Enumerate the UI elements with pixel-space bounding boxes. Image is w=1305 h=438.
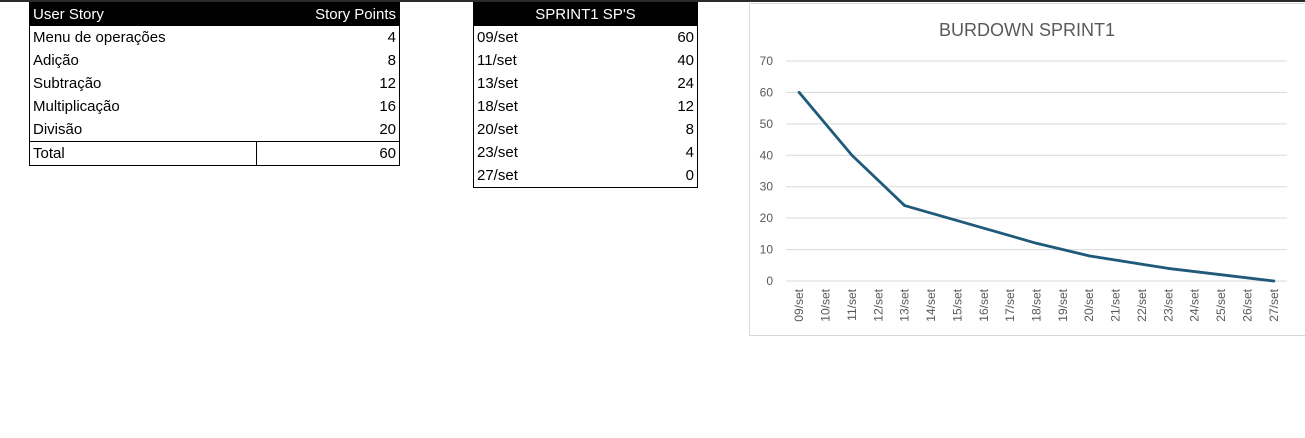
burndown-chart-svg: BURDOWN SPRINT1 0 10 20 30 40 50 60 70 09/set 10…: [760, 20, 1287, 322]
story-name-cell[interactable]: Subtração: [33, 75, 102, 92]
user-story-table: User Story Story Points Menu de operaçõe…: [29, 2, 400, 166]
x-tick-label: 20/set: [1082, 288, 1096, 321]
y-axis-tick-labels: 0 10 20 30 40 50 60 70: [760, 54, 774, 288]
table-row: 13/set 24: [474, 72, 698, 95]
sprint-points-cell[interactable]: 4: [685, 144, 694, 161]
data-point[interactable]: [797, 91, 801, 94]
y-tick-label: 50: [760, 117, 774, 131]
x-tick-label: 26/set: [1240, 288, 1254, 321]
top-border-line: [0, 0, 1305, 2]
sprint-date-cell[interactable]: 20/set: [477, 121, 518, 138]
x-axis-tick-labels: 09/set 10/set 11/set 12/set 13/set 14/set 15/s…: [792, 288, 1281, 321]
series-line-layer: [797, 91, 1276, 283]
x-tick-label: 15/set: [950, 288, 964, 321]
table-row: 09/set 60: [474, 26, 698, 49]
sprint-header-row: SPRINT1 SP'S: [473, 2, 698, 26]
table-row: 18/set 12: [474, 95, 698, 118]
gridlines: [786, 60, 1287, 282]
story-name-cell[interactable]: Multiplicação: [33, 98, 120, 115]
sprint1-points-table: SPRINT1 SP'S 09/set 60 11/set 40 13/set …: [473, 2, 698, 188]
data-point[interactable]: [1035, 241, 1038, 245]
table-row: Adição 8: [30, 49, 400, 72]
y-tick-label: 70: [760, 54, 774, 68]
story-name-cell[interactable]: Adição: [33, 52, 79, 69]
x-tick-label: 18/set: [1030, 288, 1044, 321]
header-user-story[interactable]: User Story: [29, 2, 257, 26]
x-tick-label: 19/set: [1056, 288, 1070, 321]
data-point[interactable]: [850, 153, 854, 157]
data-point[interactable]: [903, 204, 907, 207]
story-name-cell[interactable]: Menu de operações: [33, 29, 166, 46]
sprint-points-cell[interactable]: 60: [677, 29, 694, 46]
x-tick-label: 24/set: [1188, 288, 1202, 321]
x-tick-label: 10/set: [819, 288, 833, 321]
burndown-chart[interactable]: BURDOWN SPRINT1 0 10 20 30 40 50 60 70 09/set 10…: [749, 3, 1305, 336]
x-tick-label: 21/set: [1109, 288, 1123, 321]
x-tick-label: 23/set: [1161, 288, 1175, 321]
y-tick-label: 30: [760, 180, 774, 194]
y-tick-label: 20: [760, 211, 774, 225]
x-tick-label: 17/set: [1003, 288, 1017, 321]
sprint-date-cell[interactable]: 27/set: [477, 167, 518, 184]
x-tick-label: 11/set: [845, 288, 859, 320]
y-tick-label: 10: [760, 243, 774, 257]
sprint-date-cell[interactable]: 09/set: [477, 29, 518, 46]
x-tick-label: 09/set: [792, 288, 806, 321]
sprint-points-cell[interactable]: 24: [677, 75, 694, 92]
data-point[interactable]: [1272, 279, 1276, 283]
x-tick-label: 14/set: [924, 288, 938, 321]
y-tick-label: 40: [760, 148, 774, 162]
table-row: Menu de operações 4: [30, 26, 400, 49]
sprint-date-cell[interactable]: 13/set: [477, 75, 518, 92]
table-row: Multiplicação 16: [30, 95, 400, 118]
chart-title: BURDOWN SPRINT1: [939, 20, 1115, 40]
sprint-date-cell[interactable]: 11/set: [477, 52, 517, 69]
table-row: Subtração 12: [30, 72, 400, 95]
sprint-points-cell[interactable]: 40: [677, 52, 694, 69]
sprint-points-cell[interactable]: 12: [677, 98, 694, 115]
x-tick-label: 25/set: [1214, 288, 1228, 321]
sprint-points-cell[interactable]: 0: [685, 167, 694, 184]
x-tick-label: 13/set: [898, 288, 912, 321]
story-name-cell[interactable]: Divisão: [33, 121, 83, 138]
table-row: 23/set 4: [474, 141, 698, 164]
table-row: 20/set 8: [474, 118, 698, 141]
total-label-cell[interactable]: Total: [29, 141, 258, 166]
x-tick-label: 27/set: [1267, 288, 1281, 321]
x-tick-label: 22/set: [1135, 288, 1149, 321]
y-tick-label: 0: [766, 274, 773, 288]
story-points-cell[interactable]: 4: [387, 29, 396, 46]
user-story-header-row: User Story Story Points: [29, 2, 400, 26]
y-tick-label: 60: [760, 85, 774, 99]
total-row: Total 60: [29, 141, 400, 166]
data-point[interactable]: [1166, 267, 1170, 270]
table-row: Divisão 20: [30, 118, 400, 142]
story-points-cell[interactable]: 12: [379, 75, 396, 92]
table-row: 27/set 0: [474, 164, 698, 188]
story-points-cell[interactable]: 16: [379, 98, 396, 115]
header-story-points[interactable]: Story Points: [256, 2, 400, 26]
sprint-date-cell[interactable]: 23/set: [477, 144, 518, 161]
x-tick-label: 12/set: [871, 288, 885, 321]
header-sprint1-sps[interactable]: SPRINT1 SP'S: [473, 2, 698, 26]
sprint-date-cell[interactable]: 18/set: [477, 98, 518, 115]
data-point[interactable]: [1087, 254, 1091, 258]
total-points-cell[interactable]: 60: [256, 141, 400, 166]
story-points-cell[interactable]: 8: [387, 52, 396, 69]
sprint-points-cell[interactable]: 8: [685, 121, 694, 138]
table-row: 11/set 40: [474, 49, 698, 72]
x-tick-label: 16/set: [977, 288, 991, 321]
story-points-cell[interactable]: 20: [379, 121, 396, 138]
